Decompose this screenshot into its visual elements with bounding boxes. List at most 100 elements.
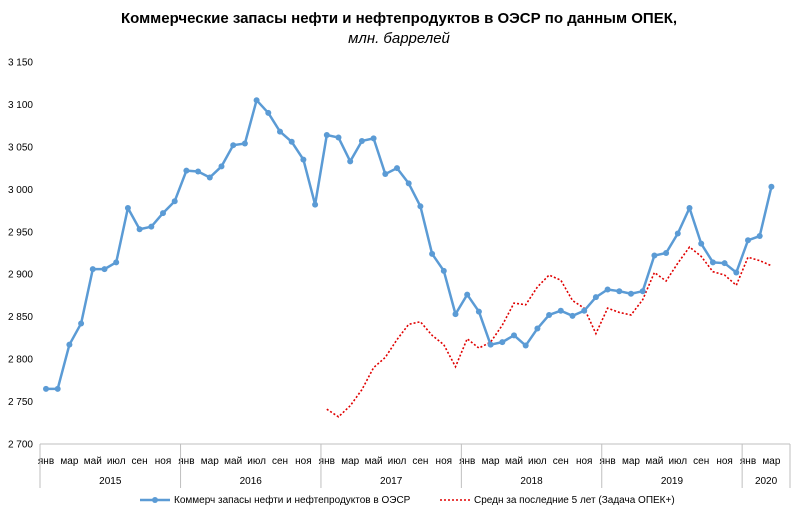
- x-tick-label: ноя: [295, 456, 312, 467]
- x-axis: янв мар май июл сен ноя янв мар май июл сен ноя янв м…: [38, 443, 791, 488]
- data-point: [394, 165, 400, 172]
- data-point: [101, 266, 108, 273]
- year-label: 2020: [755, 476, 778, 487]
- data-point: [557, 307, 564, 314]
- series-line-five-year-average: [326, 245, 772, 418]
- x-tick-label: май: [365, 456, 383, 467]
- data-point: [358, 137, 365, 144]
- data-point: [171, 198, 178, 205]
- data-point: [370, 135, 377, 142]
- x-tick-label: сен: [693, 456, 709, 467]
- legend-item-oecd-stocks: Коммерч запасы нефти и нефтепродуктов в …: [140, 489, 410, 511]
- data-point: [522, 342, 529, 349]
- data-point: [663, 250, 670, 256]
- data-point: [487, 341, 494, 348]
- data-point: [721, 260, 728, 267]
- legend-label-five-year-average: Средн за последние 5 лет (Задача ОПЕК+): [474, 494, 675, 506]
- data-point: [417, 203, 424, 210]
- series-line-oecd-stocks: [46, 98, 773, 391]
- x-tick-label: янв: [38, 456, 54, 467]
- data-point: [347, 158, 354, 165]
- data-point: [686, 205, 693, 212]
- data-point: [698, 240, 705, 247]
- legend-marker-solid: [140, 497, 170, 503]
- legend-label-oecd-stocks: Коммерч запасы нефти и нефтепродуктов в …: [174, 494, 411, 506]
- data-point: [43, 385, 49, 392]
- x-tick-label: мар: [341, 456, 359, 467]
- y-tick-label: 2 850: [8, 312, 33, 323]
- year-label: 2016: [240, 476, 263, 487]
- data-point: [312, 201, 319, 208]
- x-tick-label: янв: [459, 456, 475, 467]
- x-tick-label: июл: [668, 456, 687, 467]
- data-point: [616, 288, 623, 295]
- data-point: [756, 233, 763, 240]
- x-tick-label: сен: [412, 456, 428, 467]
- data-point: [651, 252, 658, 259]
- x-tick-label: сен: [132, 456, 148, 467]
- x-tick-label: янв: [319, 456, 335, 467]
- data-point: [218, 163, 225, 170]
- y-tick-label: 2 700: [8, 440, 33, 451]
- x-tick-label: янв: [178, 456, 194, 467]
- x-tick-label: ноя: [716, 456, 733, 467]
- y-tick-label: 3 050: [8, 142, 33, 153]
- data-point: [429, 250, 436, 257]
- y-axis-labels: 2 700 2 750 2 800 2 850 2 900 2 950 3 000 3 050…: [8, 58, 33, 451]
- data-point: [335, 134, 342, 141]
- x-tick-label: мар: [201, 456, 219, 467]
- x-tick-label: июл: [528, 456, 547, 467]
- data-point: [300, 156, 307, 163]
- y-tick-label: 2 950: [8, 227, 33, 238]
- data-point: [440, 267, 447, 274]
- legend-marker-dotted: [440, 499, 470, 501]
- data-point: [581, 307, 588, 314]
- data-point: [124, 205, 131, 212]
- data-point: [78, 320, 85, 327]
- data-point: [768, 183, 775, 190]
- data-point: [405, 180, 412, 187]
- data-point: [288, 138, 295, 145]
- legend-item-five-year-average: Средн за последние 5 лет (Задача ОПЕК+): [440, 489, 675, 511]
- data-point: [745, 237, 751, 244]
- x-tick-label: май: [224, 456, 242, 467]
- y-tick-label: 3 100: [8, 100, 33, 111]
- x-tick-label: июл: [388, 456, 407, 467]
- x-tick-label: июл: [247, 456, 266, 467]
- data-point: [265, 109, 272, 116]
- x-tick-label: май: [84, 456, 102, 467]
- x-tick-label: мар: [60, 456, 78, 467]
- data-point: [475, 308, 482, 315]
- data-point: [592, 294, 599, 301]
- y-tick-label: 3 150: [8, 58, 33, 69]
- data-point: [499, 339, 506, 346]
- x-tick-label: сен: [553, 456, 569, 467]
- data-point: [241, 140, 248, 147]
- data-point: [195, 168, 202, 175]
- x-tick-label: сен: [272, 456, 288, 467]
- year-label: 2015: [99, 476, 122, 487]
- data-point: [464, 291, 471, 298]
- chart-subtitle: млн. баррелей: [348, 30, 450, 47]
- series-five-year-average: [326, 245, 772, 418]
- line-chart: 2 700 2 750 2 800 2 850 2 900 2 950 3 000 3 050…: [8, 58, 791, 488]
- x-tick-label: май: [645, 456, 663, 467]
- x-tick-label: мар: [762, 456, 780, 467]
- x-tick-label: ноя: [576, 456, 593, 467]
- x-tick-label: мар: [482, 456, 500, 467]
- data-point: [54, 385, 61, 392]
- data-point: [534, 325, 541, 332]
- data-point: [511, 332, 517, 339]
- data-point: [639, 288, 646, 295]
- y-tick-label: 2 750: [8, 397, 33, 408]
- data-point: [136, 226, 143, 233]
- data-point: [66, 341, 73, 348]
- data-point: [452, 311, 459, 318]
- year-label: 2017: [380, 476, 403, 487]
- year-label: 2019: [661, 476, 684, 487]
- data-point: [160, 210, 166, 217]
- data-point: [628, 290, 634, 297]
- x-tick-label: май: [505, 456, 523, 467]
- data-point: [206, 174, 213, 181]
- data-point: [148, 223, 155, 230]
